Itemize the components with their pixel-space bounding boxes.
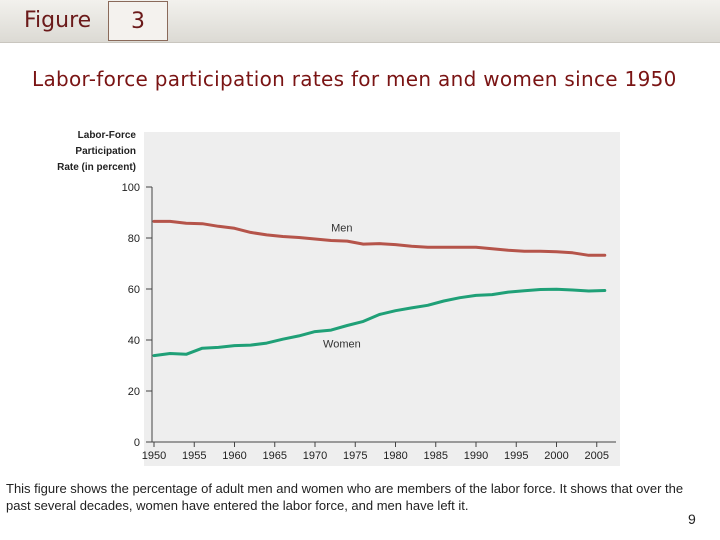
x-tick-label: 1960 [222,450,246,462]
y-axis-title-line: Participation [75,146,136,157]
figure-label: Figure [24,8,92,33]
x-tick-label: 2005 [585,450,609,462]
labor-force-chart: Labor-Force Participation Rate (in percent… [57,130,620,466]
slide-title: Labor-force participation rates for men … [32,67,677,91]
x-tick-label: 1990 [464,450,488,462]
y-tick-label: 0 [134,437,140,449]
y-axis-title-line: Labor-Force [78,130,137,141]
y-tick-label: 20 [128,386,140,398]
series-labels: Men Women [323,223,361,351]
y-axis: 0 20 40 60 80 100 [122,182,153,449]
y-tick-label: 100 [122,182,140,194]
figure-number-box: 3 [108,1,168,41]
slide-header-bar: Figure 3 [0,0,720,43]
x-tick-label: 2000 [544,450,568,462]
x-tick-label: 1995 [504,450,528,462]
y-tick-label: 60 [128,284,140,296]
series-label-women: Women [323,339,361,351]
x-tick-label: 1950 [142,450,166,462]
series-line-men [152,219,607,257]
x-tick-label: 1955 [182,450,206,462]
series-lines [152,219,607,358]
y-tick-label: 40 [128,335,140,347]
x-tick-label: 1980 [383,450,407,462]
y-axis-title: Labor-Force Participation Rate (in percent… [57,130,136,173]
series-label-men: Men [331,223,352,235]
figure-caption: This figure shows the percentage of adul… [6,481,684,513]
x-tick-label: 1965 [263,450,287,462]
series-line-women [152,287,607,358]
x-axis: 1950 1955 1960 1965 1970 1975 1980 1985 1990 1995… [142,441,616,462]
page-number: 9 [688,511,696,527]
x-tick-label: 1970 [303,450,327,462]
y-axis-title-line: Rate (in percent) [57,162,136,173]
y-tick-label: 80 [128,233,140,245]
plot-area [144,132,620,466]
x-tick-label: 1975 [343,450,367,462]
x-tick-label: 1985 [424,450,448,462]
figure-number: 3 [131,9,145,34]
